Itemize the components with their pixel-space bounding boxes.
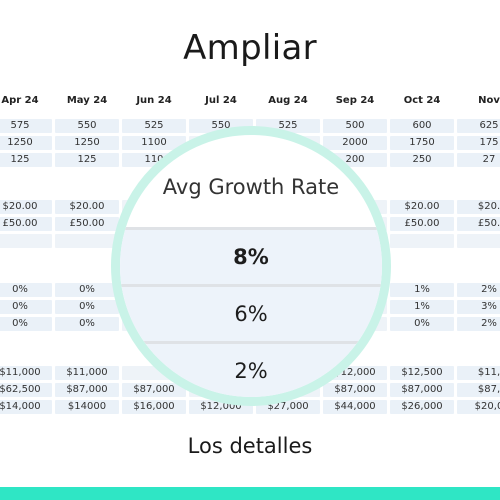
table-cell[interactable]: £50.00 [55, 217, 119, 231]
table-cell[interactable]: 125 [0, 153, 52, 167]
table-cell[interactable]: 575 [0, 119, 52, 133]
section-caption: Los detalles [187, 434, 313, 458]
table-cell[interactable]: $11,000 [0, 366, 52, 380]
column-header[interactable]: Jul 24 [205, 95, 237, 106]
table-cell[interactable]: 500 [323, 119, 387, 133]
page-title: Ampliar [183, 28, 317, 68]
table-cell[interactable]: $20.00 [55, 200, 119, 214]
table-cell[interactable] [457, 234, 500, 248]
table-cell[interactable]: 0% [55, 283, 119, 297]
table-cell[interactable]: 525 [122, 119, 186, 133]
table-cell[interactable]: $14,000 [0, 400, 52, 414]
lens-value-row: 8% [120, 230, 382, 284]
table-cell[interactable]: 0% [0, 283, 52, 297]
zoom-lens: Avg Growth Rate 8% 6% 2% [111, 126, 391, 406]
table-cell[interactable]: 0% [390, 317, 454, 331]
table-cell[interactable]: 2% [457, 317, 500, 331]
table-cell[interactable]: 1% [390, 300, 454, 314]
table-cell[interactable]: 27 [457, 153, 500, 167]
table-cell[interactable]: £50. [457, 217, 500, 231]
column-header[interactable]: Jun 24 [136, 95, 172, 106]
table-cell[interactable] [55, 234, 119, 248]
table-cell[interactable]: 1250 [55, 136, 119, 150]
table-cell[interactable]: $62,500 [0, 383, 52, 397]
column-header[interactable]: Sep 24 [335, 95, 375, 106]
lens-value-row: 6% [120, 287, 382, 341]
table-cell[interactable]: $87,000 [390, 383, 454, 397]
lens-value-row: 2% [120, 344, 382, 397]
table-cell[interactable]: $16,000 [122, 400, 186, 414]
table-cell[interactable]: 1100 [122, 136, 186, 150]
table-cell[interactable]: $12,500 [390, 366, 454, 380]
lens-column-header: Avg Growth Rate [162, 175, 340, 199]
table-cell[interactable]: 625 [457, 119, 500, 133]
lens-divider [120, 341, 382, 344]
table-cell[interactable]: $20. [457, 200, 500, 214]
table-cell[interactable]: 0% [55, 300, 119, 314]
table-cell[interactable]: 600 [390, 119, 454, 133]
table-cell[interactable]: $44,000 [323, 400, 387, 414]
table-cell[interactable]: 125 [55, 153, 119, 167]
column-header[interactable]: May 24 [66, 95, 108, 106]
column-header[interactable]: Apr 24 [1, 95, 39, 106]
column-header[interactable]: Aug 24 [268, 95, 308, 106]
table-cell[interactable]: $20.00 [390, 200, 454, 214]
accent-bar [0, 487, 500, 500]
table-cell[interactable]: 0% [55, 317, 119, 331]
table-cell[interactable] [390, 234, 454, 248]
table-cell[interactable]: 2% [457, 283, 500, 297]
table-cell[interactable]: 0% [0, 317, 52, 331]
table-cell[interactable]: $14000 [55, 400, 119, 414]
table-cell[interactable]: $20.00 [0, 200, 52, 214]
table-cell[interactable]: 1750 [390, 136, 454, 150]
table-cell[interactable]: 550 [55, 119, 119, 133]
table-cell[interactable]: 0% [0, 300, 52, 314]
table-cell[interactable]: 1250 [0, 136, 52, 150]
table-cell[interactable]: $11,000 [55, 366, 119, 380]
table-cell[interactable]: $87,000 [55, 383, 119, 397]
table-cell[interactable]: £50.00 [0, 217, 52, 231]
table-cell[interactable]: $20,0 [457, 400, 500, 414]
table-cell[interactable]: 1% [390, 283, 454, 297]
table-cell[interactable]: 250 [390, 153, 454, 167]
table-cell[interactable]: 175 [457, 136, 500, 150]
table-cell[interactable]: $11, [457, 366, 500, 380]
table-cell[interactable]: $26,000 [390, 400, 454, 414]
table-cell[interactable]: $87, [457, 383, 500, 397]
table-cell[interactable]: 2000 [323, 136, 387, 150]
table-cell[interactable]: £50.00 [390, 217, 454, 231]
lens-divider [120, 284, 382, 287]
column-header[interactable]: Nov [478, 95, 500, 106]
column-header[interactable]: Oct 24 [403, 95, 441, 106]
table-cell[interactable]: 3% [457, 300, 500, 314]
lens-divider [120, 227, 382, 230]
table-cell[interactable] [0, 234, 52, 248]
